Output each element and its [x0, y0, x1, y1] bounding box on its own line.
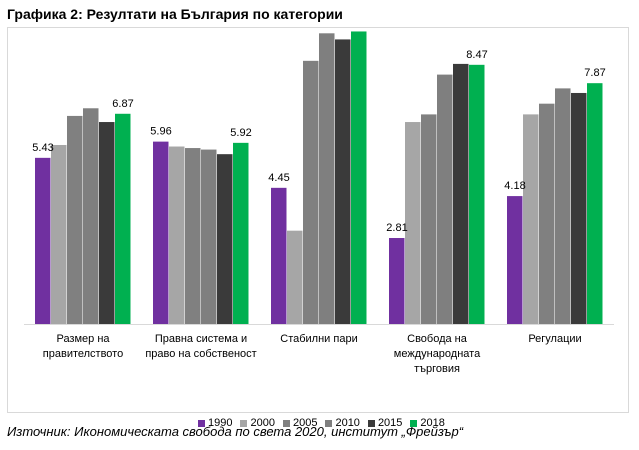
bar-2010-cat-4 — [555, 88, 571, 324]
data-label-1: 6.87 — [112, 98, 133, 110]
bar-2000-cat-1 — [169, 146, 185, 324]
legend-entry-2015: 2015 — [367, 417, 403, 429]
legend-swatch-2010 — [325, 419, 333, 427]
data-label-3: 5.92 — [230, 127, 251, 139]
bar-2000-cat-4 — [523, 114, 539, 324]
category-label-2: Стабилни пари — [280, 333, 357, 345]
bar-1990-cat-2 — [271, 187, 287, 324]
bar-2018-cat-0 — [115, 113, 131, 324]
data-label-9: 7.87 — [584, 67, 605, 79]
legend-entry-2005: 2005 — [282, 417, 318, 429]
legend-swatch-2000 — [240, 419, 248, 427]
chart-legend: 1990 2000 2005 2010 2015 2018 — [198, 413, 445, 433]
bar-2005-cat-2 — [303, 60, 319, 325]
legend-swatch-1990 — [198, 419, 205, 427]
legend-entry-2010: 2010 — [325, 417, 360, 429]
bar-2005-cat-1 — [185, 148, 201, 324]
bar-1990-cat-1 — [153, 141, 169, 324]
bar-2005-cat-3 — [421, 114, 437, 324]
bar-1990-cat-0 — [35, 157, 51, 324]
category-label-0: Размер на правителството — [43, 333, 123, 360]
data-label-2: 5.96 — [150, 126, 171, 138]
legend-entry-2000: 2000 — [240, 417, 275, 429]
legend-entry-1990: 1990 — [198, 417, 232, 429]
bar-2015-cat-4 — [571, 92, 587, 324]
bar-2015-cat-1 — [217, 154, 233, 324]
legend-entry-2018: 2018 — [410, 417, 445, 429]
bar-2018-cat-1 — [233, 142, 249, 324]
source-note: Източник: Икономическата свобода по свет… — [7, 424, 464, 439]
bar-2005-cat-0 — [67, 115, 83, 324]
bar-2015-cat-0 — [99, 122, 115, 324]
bar-2018-cat-2 — [351, 31, 367, 325]
bar-2018-cat-4 — [587, 83, 603, 324]
data-label-6: 2.81 — [386, 222, 407, 234]
chart-frame: 5.436.875.965.924.459.562.818.474.187.87… — [7, 27, 629, 429]
legend-label-2000: 2000 — [250, 417, 275, 429]
bar-2010-cat-1 — [201, 149, 217, 324]
chart-title: Графика 2: Резултати на България по кате… — [7, 6, 343, 22]
chart-plot: 5.436.875.965.924.459.562.818.474.187.87… — [24, 31, 614, 375]
bar-2010-cat-0 — [83, 108, 99, 325]
legend-label-2005: 2005 — [292, 417, 318, 429]
data-label-4: 4.45 — [268, 172, 289, 184]
bar-2000-cat-3 — [405, 122, 421, 324]
bar-2000-cat-0 — [51, 144, 67, 324]
bar-1990-cat-3 — [389, 238, 405, 324]
data-label-7: 8.47 — [466, 49, 487, 61]
category-label-4: Регулации — [528, 333, 581, 345]
data-label-8: 4.18 — [504, 180, 525, 192]
legend-label-2010: 2010 — [335, 417, 360, 429]
bar-1990-cat-4 — [507, 196, 523, 324]
bar-2015-cat-2 — [335, 39, 351, 325]
bar-2015-cat-3 — [453, 63, 469, 325]
bar-2000-cat-2 — [287, 230, 303, 324]
bar-2010-cat-3 — [437, 74, 453, 324]
legend-swatch-2005 — [282, 419, 290, 427]
category-label-3: Свобода на международната търговия — [394, 333, 481, 375]
legend-swatch-2015 — [367, 419, 375, 427]
legend-swatch-2018 — [410, 419, 418, 427]
category-label-1: Правна система и право на собственост — [145, 333, 256, 360]
legend-label-2018: 2018 — [420, 417, 445, 429]
legend-label-1990: 1990 — [208, 417, 233, 429]
bar-2005-cat-4 — [539, 103, 555, 325]
data-label-0: 5.43 — [32, 142, 53, 154]
legend-label-2015: 2015 — [377, 417, 403, 429]
bar-2010-cat-2 — [319, 33, 335, 325]
bar-2018-cat-3 — [469, 64, 485, 325]
